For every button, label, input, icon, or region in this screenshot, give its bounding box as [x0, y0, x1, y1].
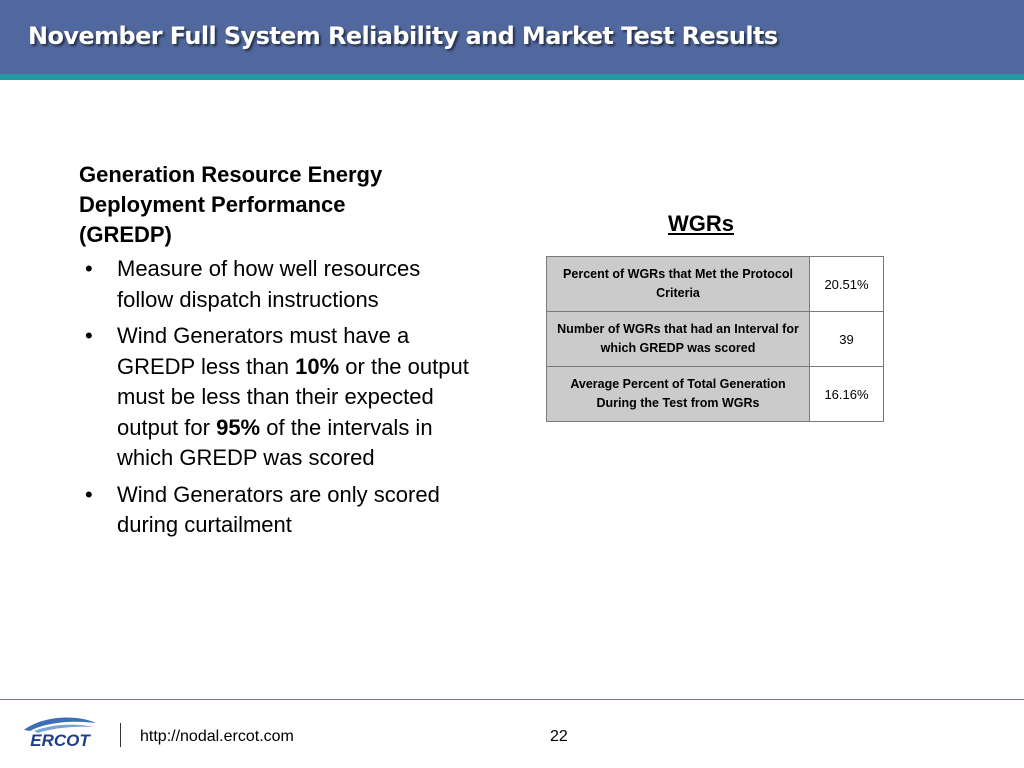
row-label: Number of WGRs that had an Interval for …	[546, 311, 810, 367]
section-title-line: Generation Resource Energy	[79, 162, 383, 187]
footer-separator	[120, 723, 121, 747]
wgr-results-table: Percent of WGRs that Met the Protocol Cr…	[546, 256, 884, 422]
row-value: 20.51%	[809, 256, 884, 312]
bullet-icon: •	[85, 256, 93, 281]
bullet-icon: •	[85, 323, 93, 348]
bullet-list: • Measure of how well resources follow d…	[79, 254, 469, 541]
bullet-item: • Measure of how well resources follow d…	[79, 254, 469, 315]
table-heading: WGRs	[668, 211, 734, 236]
bullet-icon: •	[85, 481, 93, 507]
footer-url-link[interactable]: http://nodal.ercot.com	[140, 728, 294, 745]
table-row: Average Percent of Total Generation Duri…	[546, 366, 884, 422]
bullet-emphasis: 10%	[295, 353, 340, 379]
bullet-text-part: Wind Generators must have a GREDP less t…	[117, 323, 410, 379]
row-label: Percent of WGRs that Met the Protocol Cr…	[546, 256, 810, 312]
ercot-logo: ERCOT	[20, 714, 100, 755]
bullet-emphasis: 95%	[216, 414, 261, 440]
slide-title: November Full System Reliability and Mar…	[28, 22, 778, 50]
bullet-text-part: or the output must be less than their ex…	[117, 353, 469, 440]
table-row: Number of WGRs that had an Interval for …	[546, 311, 884, 367]
row-label: Average Percent of Total Generation Duri…	[546, 366, 810, 422]
title-underline-stripe	[0, 74, 1024, 80]
bullet-item: • Wind Generators must have a GREDP less…	[79, 321, 469, 474]
title-bar: November Full System Reliability and Mar…	[0, 0, 1024, 74]
bullet-text: Wind Generators are only scored during c…	[117, 481, 440, 538]
bullet-text: Measure of how well resources follow dis…	[117, 256, 421, 312]
row-value: 39	[809, 311, 884, 367]
section-title-line: Deployment Performance	[79, 192, 346, 217]
table-row: Percent of WGRs that Met the Protocol Cr…	[546, 256, 884, 312]
page-number: 22	[550, 728, 568, 745]
text-column: Generation Resource Energy Deployment Pe…	[79, 160, 469, 547]
bullet-item: • Wind Generators are only scored during…	[79, 480, 469, 541]
section-title: Generation Resource Energy Deployment Pe…	[79, 160, 469, 250]
section-title-line: (GREDP)	[79, 222, 172, 247]
bullet-text-part: of the intervals in which GREDP was scor…	[117, 414, 433, 471]
logo-wordmark: ERCOT	[30, 731, 91, 750]
footer-divider	[0, 699, 1024, 700]
row-value: 16.16%	[809, 366, 884, 422]
